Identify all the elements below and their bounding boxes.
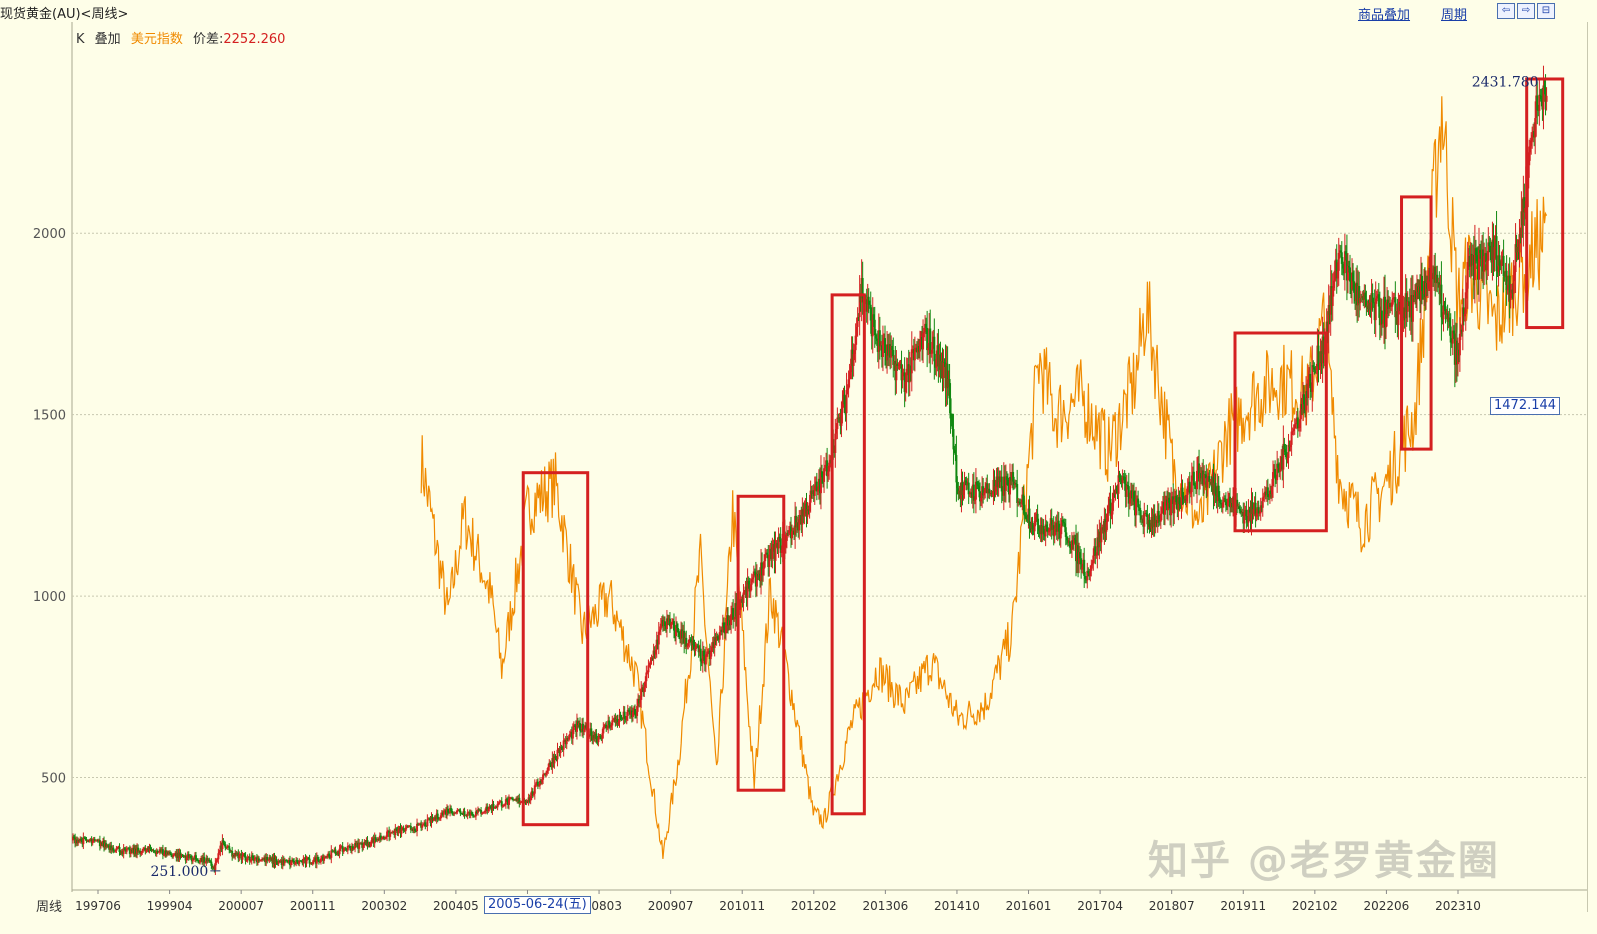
- x-tick-label: 201202: [791, 899, 837, 913]
- highlight-box-2: [736, 494, 786, 792]
- x-tick-label: 200111: [290, 899, 336, 913]
- x-tick-label: 202310: [1435, 899, 1481, 913]
- watermark-text: 知乎 @老罗黄金圈: [1148, 838, 1500, 884]
- x-tick-label: 200007: [218, 899, 264, 913]
- y-tick-label: 1000: [33, 590, 66, 605]
- scroll-left-button[interactable]: ⇦: [1497, 3, 1515, 19]
- chart-title: 现货黄金(AU)<周线>: [0, 7, 129, 22]
- highlight-box-6: [1525, 77, 1565, 330]
- x-tick-label: 200302: [361, 899, 407, 913]
- y-axis: 500 1000 1500 2000: [33, 227, 66, 786]
- legend-dollar-index: 美元指数: [130, 32, 183, 47]
- cursor-price: 1472.144: [1490, 397, 1561, 415]
- highlight-box-5: [1400, 195, 1433, 451]
- dollar-index-series: [420, 96, 1548, 859]
- legend-diff-value: 2252.260: [223, 32, 286, 47]
- highlight-box-4: [1233, 331, 1328, 533]
- x-tick-label: 202206: [1364, 899, 1410, 913]
- highlight-box-1: [521, 471, 590, 827]
- dollar-index-line: [420, 96, 1548, 859]
- x-axis: 1997061999042000072001112003022004052020…: [75, 890, 1481, 913]
- cursor-date: 2005-06-24(五): [484, 896, 591, 914]
- x-tick-label: 201807: [1149, 899, 1195, 913]
- y-tick-label: 500: [41, 772, 66, 787]
- x-tick-label: 201306: [862, 899, 908, 913]
- highlight-box-3: [830, 293, 866, 816]
- x-tick-label: 200907: [648, 899, 694, 913]
- period-label: 周线: [36, 900, 63, 915]
- legend-overlay: 叠加: [94, 32, 121, 47]
- x-tick-label: 199706: [75, 899, 121, 913]
- legend-k: K: [76, 32, 85, 47]
- zoom-out-button[interactable]: ⊟: [1537, 3, 1555, 19]
- annotations: 2431.780 251.000: [150, 75, 1538, 880]
- low-price-label: 251.000: [150, 864, 208, 880]
- scroll-right-button[interactable]: ⇨: [1517, 3, 1535, 19]
- x-tick-label: 201011: [719, 899, 765, 913]
- chart-legend: K 叠加 美元指数 价差:2252.260: [76, 28, 285, 47]
- high-price-label: 2431.780: [1472, 75, 1539, 91]
- legend-diff-label: 价差:: [192, 32, 224, 47]
- x-tick-label: 201704: [1077, 899, 1123, 913]
- top-bar: 现货黄金(AU)<周线> 商品叠加 周期 ⇦ ⇨ ⊟: [0, 0, 1597, 23]
- x-tick-label: 201911: [1220, 899, 1266, 913]
- period-link[interactable]: 周期: [1441, 8, 1468, 23]
- grid-lines: [71, 22, 1587, 892]
- x-tick-label: 201601: [1006, 899, 1052, 913]
- gold-series: [72, 65, 1548, 876]
- x-tick-label: 199904: [147, 899, 193, 913]
- overlay-commodity-link[interactable]: 商品叠加: [1358, 8, 1411, 23]
- x-tick-label: 202102: [1292, 899, 1338, 913]
- highlight-boxes: [521, 77, 1565, 827]
- y-tick-label: 1500: [33, 409, 66, 424]
- x-tick-label: 201410: [934, 899, 980, 913]
- x-tick-label: 200405: [433, 899, 479, 913]
- right-sidebar: [1587, 22, 1597, 912]
- y-tick-label: 2000: [33, 227, 66, 242]
